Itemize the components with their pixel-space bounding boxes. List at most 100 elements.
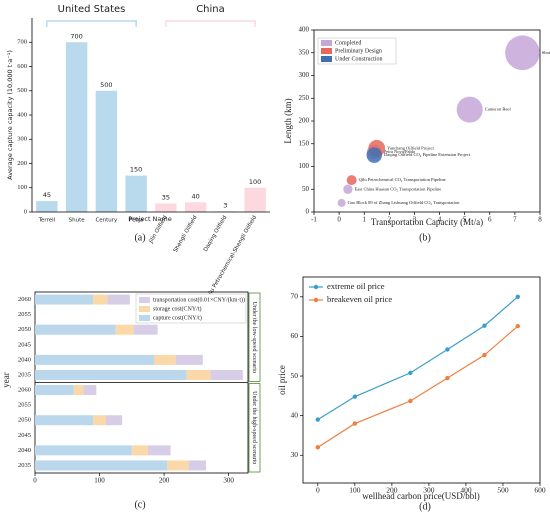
legend-label: storage cost(CNY/t) bbox=[153, 305, 202, 312]
x-tick-label: 300 bbox=[223, 477, 234, 485]
bubble bbox=[505, 35, 540, 71]
y-axis-label: oil price bbox=[277, 365, 287, 395]
y-tick-label: 2050 bbox=[18, 417, 31, 424]
bar-segment bbox=[167, 460, 189, 471]
legend-label: Preliminary Design bbox=[335, 48, 382, 54]
y-tick-label: 2055 bbox=[18, 311, 31, 318]
y-tick-label: 400 bbox=[299, 26, 310, 34]
bar-segment bbox=[147, 445, 171, 456]
panel-label: (d) bbox=[419, 501, 431, 512]
group-label: United States bbox=[58, 4, 126, 15]
bar-segment bbox=[115, 324, 134, 335]
x-tick-label: 400 bbox=[460, 486, 472, 495]
x-tick-label: Petra bbox=[129, 218, 143, 224]
bar-segment bbox=[175, 354, 203, 365]
x-tick-label: 300 bbox=[423, 486, 435, 495]
marker bbox=[408, 370, 413, 376]
marker bbox=[515, 323, 520, 329]
bubble-label: East China Huasun CO₂ Transportation Pip… bbox=[355, 186, 442, 191]
bar-segment bbox=[35, 445, 132, 456]
bar-segment bbox=[186, 369, 211, 380]
x-axis-label: wellhead carbon price(USD/bbl) bbox=[362, 491, 479, 501]
bubble bbox=[366, 147, 383, 163]
bubble-label: Yanchang Oilfield Project bbox=[387, 145, 435, 150]
y-tick-label: 50 bbox=[291, 371, 299, 380]
x-tick-label: Daqing Oilfield bbox=[203, 215, 229, 253]
bubble bbox=[346, 175, 357, 186]
bar bbox=[65, 42, 88, 212]
plot-frame bbox=[302, 276, 541, 484]
legend-swatch bbox=[321, 48, 332, 54]
group-bracket bbox=[46, 20, 137, 27]
bar-segment bbox=[35, 415, 94, 426]
legend-label: capture cost(CNY/t) bbox=[153, 314, 202, 321]
y-tick-label: 30 bbox=[291, 450, 299, 459]
y-tick-label: 2045 bbox=[18, 432, 31, 439]
y-tick-label: 0 bbox=[306, 208, 310, 216]
panel-label: (a) bbox=[134, 232, 145, 243]
y-axis-label: Length (km) bbox=[283, 98, 293, 143]
bubble bbox=[337, 198, 346, 207]
bar-segment bbox=[106, 415, 123, 426]
bar bbox=[125, 175, 147, 212]
x-tick-label: Shute bbox=[69, 218, 86, 224]
x-tick-label: Qilu Petrochemical-Shengli Oilfield bbox=[206, 215, 259, 300]
x-tick-label: 8 bbox=[538, 216, 542, 224]
marker bbox=[352, 394, 358, 399]
y-axis-label: year bbox=[1, 372, 11, 388]
bar-segment bbox=[83, 385, 97, 396]
bar bbox=[36, 201, 58, 212]
legend-label: Completed bbox=[335, 40, 361, 46]
y-tick-label: 150 bbox=[299, 139, 310, 147]
value-label: 500 bbox=[100, 81, 112, 89]
marker bbox=[445, 375, 450, 381]
value-label: 40 bbox=[191, 192, 199, 200]
value-label: 700 bbox=[70, 32, 82, 40]
y-tick-label: 40 bbox=[291, 410, 299, 419]
bubble-label: Shute bbox=[542, 50, 550, 55]
x-tick-label: 600 bbox=[534, 486, 546, 495]
x-tick-label: 0 bbox=[316, 486, 320, 495]
y-tick-label: 600 bbox=[17, 63, 27, 70]
bar-segment bbox=[133, 324, 158, 335]
y-tick-label: 2035 bbox=[18, 462, 31, 469]
y-tick-label: 700 bbox=[17, 39, 27, 46]
bubble bbox=[456, 96, 483, 123]
y-tick-label: 300 bbox=[299, 71, 310, 79]
x-tick-label: 200 bbox=[386, 486, 398, 495]
scenario-box bbox=[248, 383, 261, 473]
y-tick-label: 0 bbox=[24, 208, 27, 215]
bar bbox=[244, 187, 266, 212]
x-tick-label: 1 bbox=[362, 216, 366, 224]
x-tick-label: 100 bbox=[349, 486, 361, 495]
legend-label: transportation cost(0.01×CNY/(km·t)) bbox=[153, 296, 245, 303]
bar bbox=[155, 203, 177, 212]
marker bbox=[315, 417, 321, 422]
bar-segment bbox=[35, 460, 168, 471]
scenario-label: Under the high-speed scenario bbox=[251, 391, 257, 464]
x-tick-label: Century bbox=[95, 218, 118, 224]
value-label: 100 bbox=[249, 178, 261, 186]
y-tick-label: 350 bbox=[299, 48, 310, 56]
x-tick-label: 200 bbox=[159, 477, 170, 485]
y-axis-label: Average capture capacity (10,000 t·a⁻¹) bbox=[6, 50, 14, 180]
group-label: China bbox=[196, 4, 225, 15]
x-tick-label: 4 bbox=[438, 216, 442, 224]
bubble-label: Petra Nova/Pablo bbox=[384, 149, 416, 154]
y-tick-label: 200 bbox=[299, 117, 310, 125]
y-tick-label: 60 bbox=[291, 331, 299, 340]
legend-label: extreme oil price bbox=[327, 281, 385, 291]
legend-label: breakeven oil price bbox=[327, 294, 392, 304]
legend-swatch bbox=[139, 306, 150, 312]
value-label: 150 bbox=[130, 166, 142, 174]
marker bbox=[515, 294, 520, 300]
x-tick-label: 6 bbox=[488, 216, 492, 224]
legend-swatch bbox=[321, 40, 332, 46]
y-tick-label: 300 bbox=[17, 136, 27, 143]
y-tick-label: 2035 bbox=[18, 371, 31, 378]
bar-segment bbox=[35, 369, 187, 380]
bar-segment bbox=[188, 460, 207, 471]
bar-segment bbox=[93, 415, 106, 426]
bubble-label: Qilu Petrochemical CO₂ Transportation Pi… bbox=[359, 177, 446, 182]
